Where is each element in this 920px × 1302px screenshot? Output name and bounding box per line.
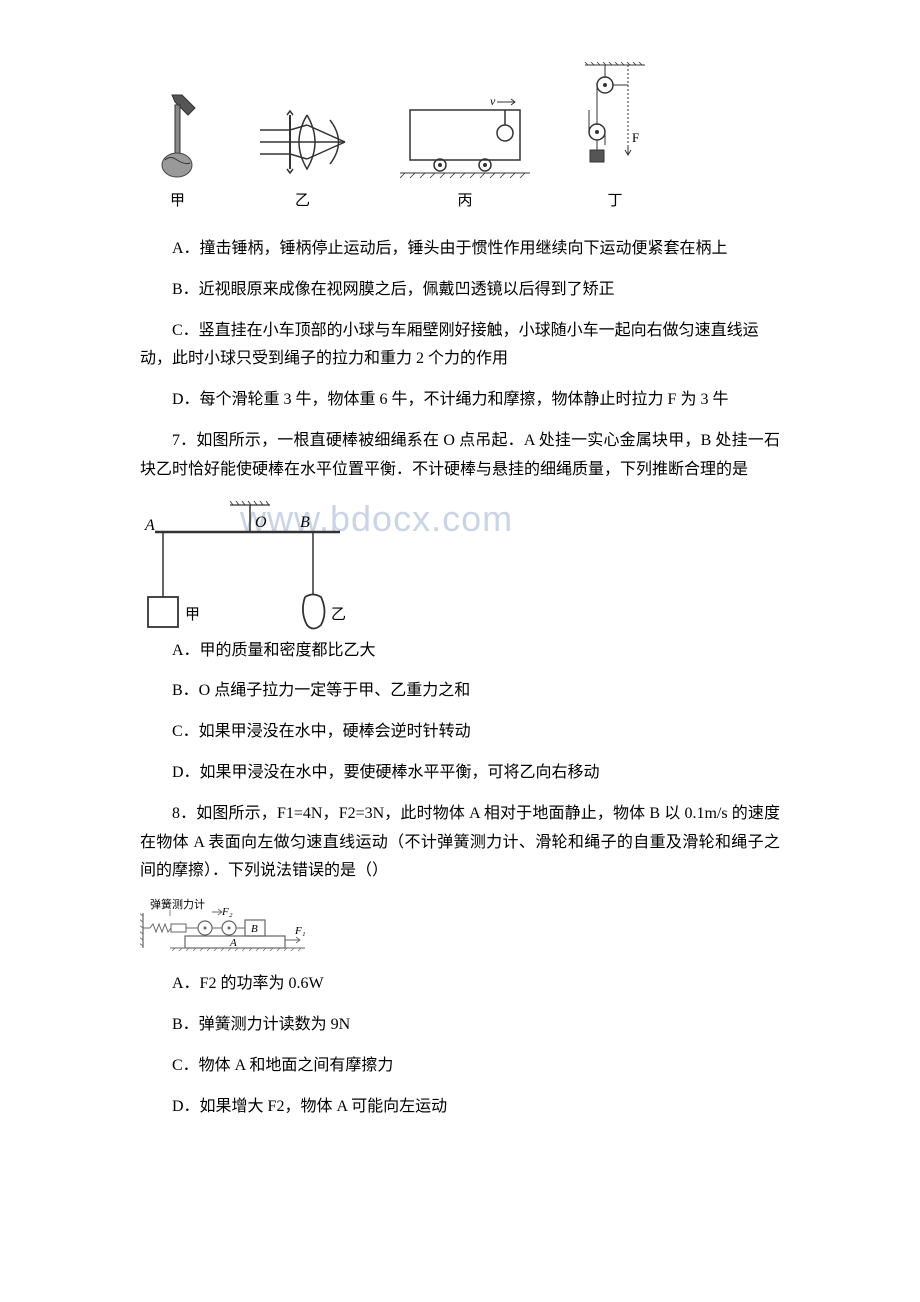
label-bing: 丙 xyxy=(457,188,472,215)
svg-text:F: F xyxy=(632,130,639,145)
q6-option-c: C．竖直挂在小车顶部的小球与车厢壁刚好接触，小球随小车一起向右做匀速直线运动，此… xyxy=(140,317,780,375)
label-yi-q7: 乙 xyxy=(331,607,346,623)
q8-figure-container: 弹簧测力计 B F₂ A F₁ xyxy=(140,898,780,958)
label-B: B xyxy=(300,514,310,531)
q7-option-b: B．O 点绳子拉力一定等于甲、乙重力之和 xyxy=(140,677,780,706)
label-B-q8: B xyxy=(251,923,258,935)
q6-option-a: A．撞击锤柄，锤柄停止运动后，锤头由于惯性作用继续向下运动便紧套在柄上 xyxy=(140,235,780,264)
q8-option-c: C．物体 A 和地面之间有摩擦力 xyxy=(140,1052,780,1081)
q8-stem: 8．如图所示，F1=4N，F2=3N，此时物体 A 相对于地面静止，物体 B 以… xyxy=(140,800,780,886)
label-jia: 甲 xyxy=(170,188,185,215)
label-F1: F₁ xyxy=(294,925,306,937)
q6-figures-row: 甲 乙 v xyxy=(140,60,780,215)
label-F2: F₂ xyxy=(221,906,233,918)
q6-figure-yi: 乙 xyxy=(255,105,350,215)
q8-option-d: D．如果增大 F2，物体 A 可能向左运动 xyxy=(140,1093,780,1122)
q7-figure-container: A O B 甲 乙 www.bdocx.com xyxy=(140,497,780,637)
q6-figure-jia: 甲 xyxy=(150,90,205,215)
cart-ball-icon: v xyxy=(400,95,530,180)
q6-figure-ding: F 丁 xyxy=(580,60,650,215)
q6-option-d: D．每个滑轮重 3 牛，物体重 6 牛，不计绳力和摩擦，物体静止时拉力 F 为 … xyxy=(140,386,780,415)
label-yi: 乙 xyxy=(295,188,310,215)
label-spring-meter: 弹簧测力计 xyxy=(150,898,205,911)
spring-pulley-icon: 弹簧测力计 B F₂ A F₁ xyxy=(140,898,320,958)
label-jia-q7: 甲 xyxy=(185,607,200,623)
label-O: O xyxy=(255,514,267,531)
label-ding: 丁 xyxy=(607,188,622,215)
q6-option-b: B．近视眼原来成像在视网膜之后，佩戴凹透镜以后得到了矫正 xyxy=(140,276,780,305)
lever-balance-icon: A O B 甲 乙 xyxy=(135,497,355,637)
q7-option-d: D．如果甲浸没在水中，要使硬棒水平平衡，可将乙向右移动 xyxy=(140,759,780,788)
q7-option-a: A．甲的质量和密度都比乙大 xyxy=(140,637,780,666)
hammer-icon xyxy=(150,90,205,180)
q7-stem: 7．如图所示，一根直硬棒被细绳系在 O 点吊起．A 处挂一实心金属块甲，B 处挂… xyxy=(140,427,780,485)
label-A: A xyxy=(144,517,155,534)
lens-icon xyxy=(255,105,350,180)
q8-option-b: B．弹簧测力计读数为 9N xyxy=(140,1011,780,1040)
q8-option-a: A．F2 的功率为 0.6W xyxy=(140,970,780,999)
pulley-system-icon: F xyxy=(580,60,650,180)
q6-figure-bing: v 丙 xyxy=(400,95,530,215)
q7-option-c: C．如果甲浸没在水中，硬棒会逆时针转动 xyxy=(140,718,780,747)
label-A-q8: A xyxy=(229,937,237,949)
svg-text:v: v xyxy=(490,95,496,108)
